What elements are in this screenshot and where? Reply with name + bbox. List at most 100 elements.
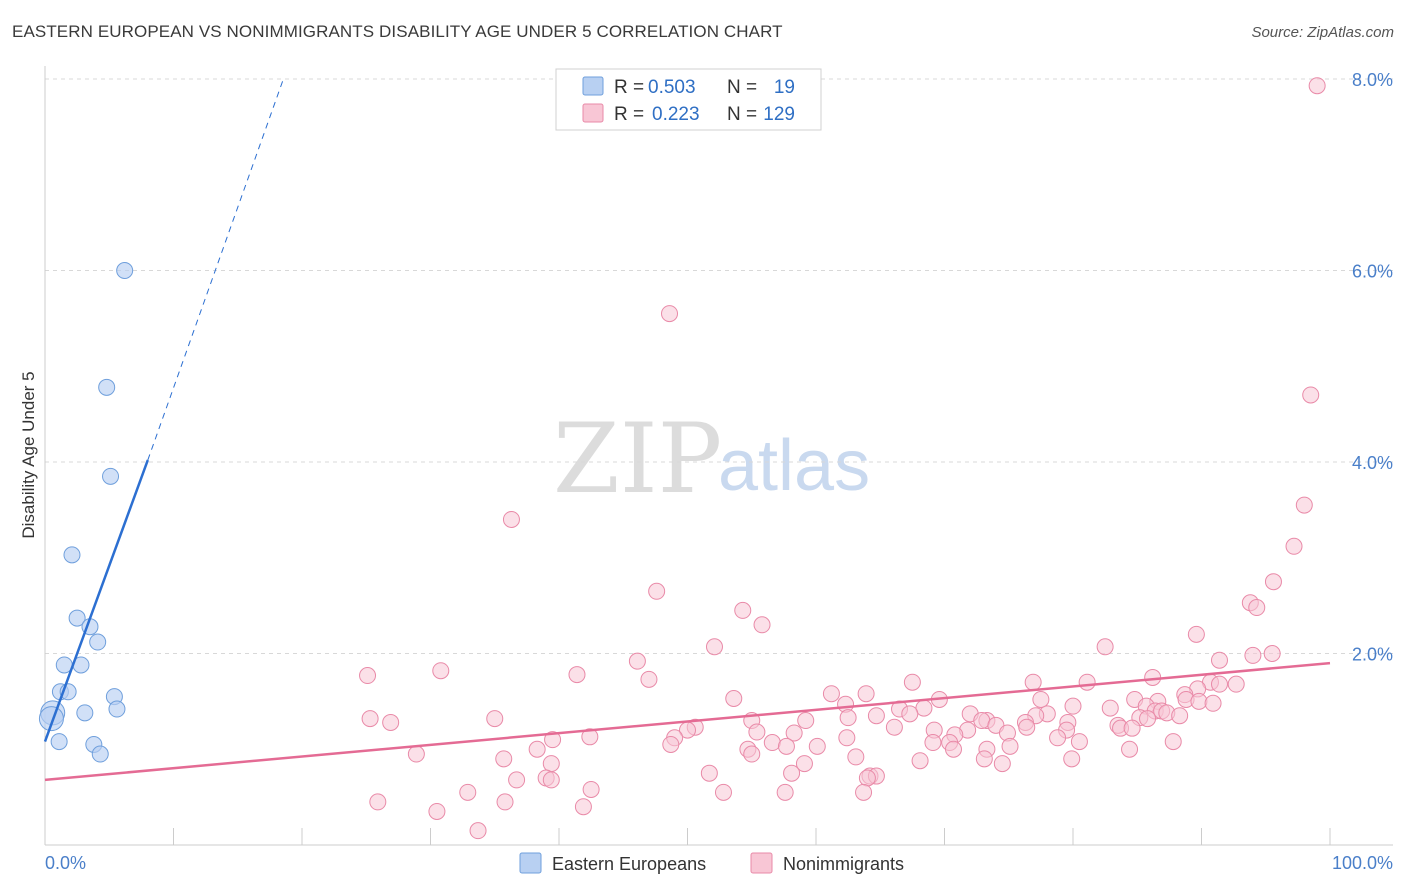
nonimmigrant-point-102: [1121, 740, 1139, 758]
nonimmigrant-point-111: [911, 752, 929, 770]
nonimmigrant-point-67: [382, 713, 400, 731]
nonimmigrant-point-12: [1187, 625, 1205, 643]
nonimmigrant-point-39: [1190, 692, 1208, 710]
nonimmigrant-point-5: [1285, 537, 1303, 555]
nonimmigrant-point-73: [1018, 718, 1036, 736]
nonimmigrant-point-28: [1210, 675, 1228, 693]
nonimmigrant-point-18: [628, 652, 646, 670]
nonimmigrant-point-119: [508, 771, 526, 789]
legend-n-label-pink: N =: [727, 104, 757, 125]
gridlines: [45, 78, 1393, 654]
nonimmigrant-point-20: [359, 667, 377, 685]
eastern-european-point-4: [68, 609, 86, 627]
legend-swatch-pink: [582, 103, 604, 123]
nonimmigrant-point-65: [973, 712, 991, 730]
nonimmigrant-point-120: [542, 771, 560, 789]
nonimmigrant-point-122: [714, 783, 732, 801]
nonimmigrant-point-97: [808, 737, 826, 755]
nonimmigrant-point-95: [777, 737, 795, 755]
nonimmigrant-point-100: [944, 740, 962, 758]
legend-r-label-pink: R =: [614, 104, 644, 125]
nonimmigrant-point-32: [857, 685, 875, 703]
nonimmigrant-point-108: [495, 750, 513, 768]
y-tick-label-0: 2.0%: [1352, 645, 1393, 665]
nonimmigrant-point-94: [662, 735, 680, 753]
nonimmigrant-point-41: [1204, 694, 1222, 712]
nonimmigrants-trend-line: [44, 661, 1331, 782]
nonimmigrant-point-96: [1001, 737, 1019, 755]
eastern-european-point-12: [108, 700, 126, 718]
nonimmigrant-point-58: [839, 709, 857, 727]
nonimmigrant-point-17: [1210, 651, 1228, 669]
eastern-european-point-18: [91, 745, 109, 763]
nonimmigrant-point-71: [885, 718, 903, 736]
nonimmigrant-point-124: [776, 783, 794, 801]
legend-swatch-blue: [582, 76, 604, 96]
nonimmigrant-point-93: [763, 734, 781, 752]
nonimmigrant-point-123: [459, 783, 477, 801]
nonimmigrant-point-6: [1264, 573, 1282, 591]
nonimmigrant-point-46: [1101, 699, 1119, 717]
nonimmigrant-point-130: [469, 822, 487, 840]
nonimmigrant-point-89: [1164, 733, 1182, 751]
nonimmigrant-point-121: [582, 780, 600, 798]
nonimmigrant-point-112: [993, 755, 1011, 773]
nonimmigrant-point-26: [1078, 673, 1096, 691]
nonimmigrant-point-21: [568, 666, 586, 684]
nonimmigrant-point-84: [581, 728, 599, 746]
nonimmigrant-point-0: [1308, 77, 1326, 95]
nonimmigrant-point-104: [847, 748, 865, 766]
source-label: Source: ZipAtlas.com: [1251, 24, 1394, 41]
x-tick-label-min: 0.0%: [45, 853, 86, 873]
nonimmigrant-point-4: [502, 510, 520, 528]
nonimmigrant-point-59: [1139, 710, 1157, 728]
nonimmigrant-point-19: [432, 662, 450, 680]
nonimmigrant-point-9: [1248, 599, 1266, 617]
nonimmigrant-point-54: [867, 707, 885, 725]
eastern-european-point-1: [98, 378, 116, 396]
nonimmigrant-point-2: [1302, 386, 1320, 404]
nonimmigrant-point-127: [369, 793, 387, 811]
eastern-europeans-points: [38, 262, 134, 763]
y-tick-label-2: 6.0%: [1352, 262, 1393, 282]
nonimmigrant-point-7: [648, 582, 666, 600]
nonimmigrant-point-106: [1063, 750, 1081, 768]
legend: R = 0.503 N = 19 R = 0.223 N = 129: [555, 68, 822, 131]
nonimmigrant-point-24: [1024, 673, 1042, 691]
eastern-european-point-15: [38, 706, 64, 732]
nonimmigrant-point-1: [661, 305, 679, 323]
nonimmigrant-point-126: [574, 798, 592, 816]
nonimmigrant-point-107: [407, 745, 425, 763]
nonimmigrant-point-105: [975, 750, 993, 768]
nonimmigrant-point-56: [1171, 707, 1189, 725]
nonimmigrant-point-118: [858, 769, 876, 787]
nonimmigrant-point-13: [705, 638, 723, 656]
nonimmigrant-point-10: [734, 601, 752, 619]
legend-r-value-pink: 0.223: [652, 104, 700, 125]
nonimmigrant-point-129: [428, 802, 446, 820]
nonimmigrant-point-75: [1123, 719, 1141, 737]
nonimmigrant-point-88: [544, 731, 562, 749]
nonimmigrant-point-23: [640, 670, 658, 688]
eastern-european-point-16: [50, 733, 68, 751]
nonimmigrant-point-34: [725, 690, 743, 708]
nonimmigrant-point-99: [528, 740, 546, 758]
eastern-european-point-6: [89, 633, 107, 651]
nonimmigrant-point-110: [795, 755, 813, 773]
legend-n-value-pink: 129: [763, 104, 795, 125]
nonimmigrant-point-113: [700, 764, 718, 782]
nonimmigrant-point-82: [785, 724, 803, 742]
chart-title: EASTERN EUROPEAN VS NONIMMIGRANTS DISABI…: [12, 22, 783, 41]
bottom-legend-label-pink: Nonimmigrants: [783, 854, 904, 874]
nonimmigrant-point-14: [1096, 638, 1114, 656]
eastern-european-point-0: [116, 262, 134, 279]
eastern-europeans-trend-extension: [147, 80, 284, 461]
eastern-european-point-3: [63, 546, 81, 564]
nonimmigrant-point-43: [1064, 697, 1082, 715]
y-tick-label-1: 4.0%: [1352, 453, 1393, 473]
nonimmigrant-point-31: [822, 685, 840, 703]
nonimmigrant-point-45: [915, 699, 933, 717]
legend-n-label-blue: N =: [727, 77, 757, 98]
nonimmigrant-point-61: [361, 710, 379, 728]
legend-n-value-blue: 19: [774, 77, 795, 98]
